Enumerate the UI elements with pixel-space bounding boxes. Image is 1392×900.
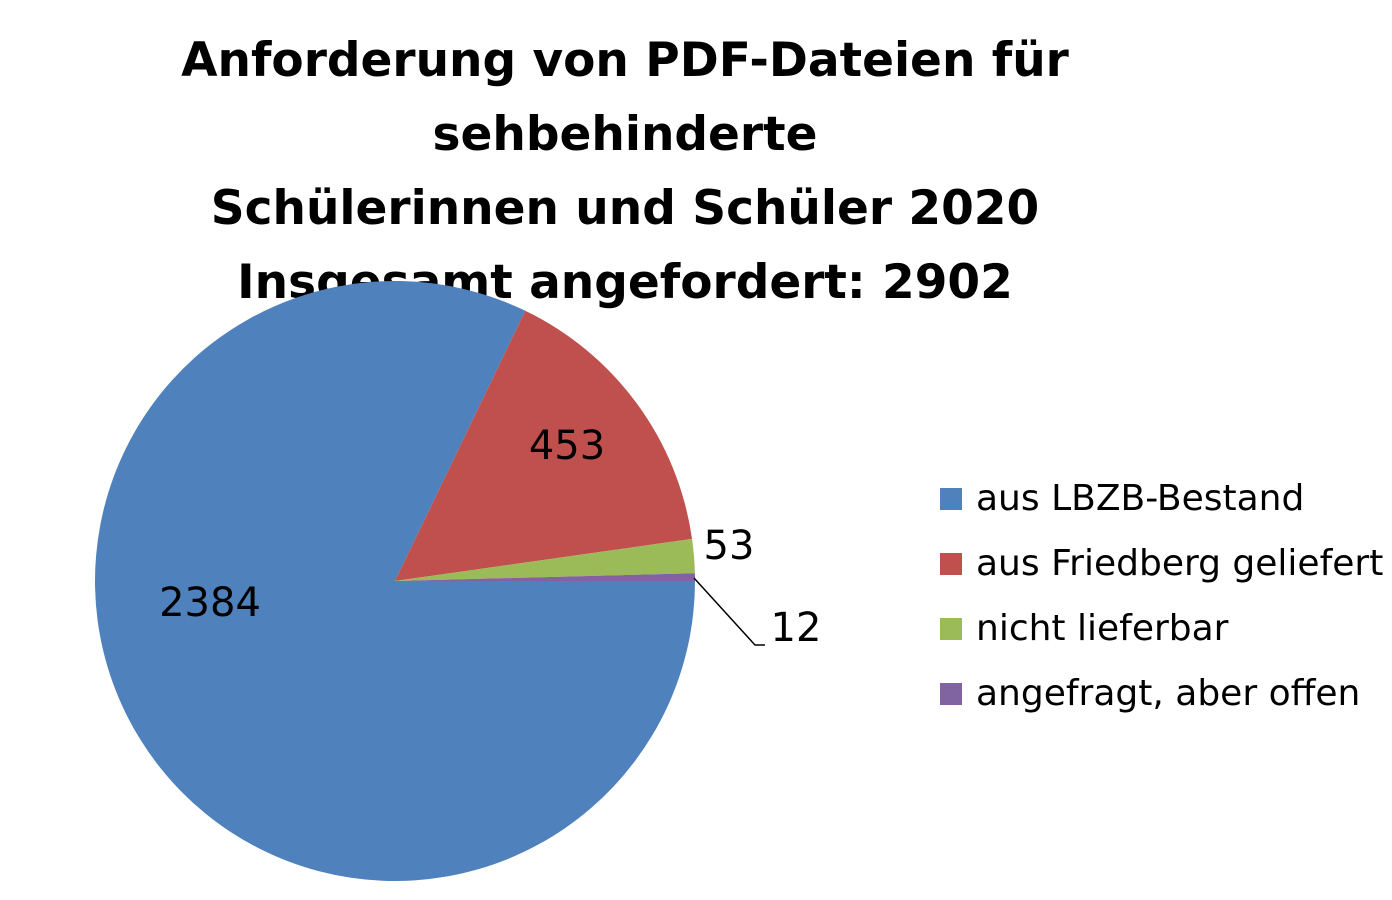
title-line-2: Schülerinnen und Schüler 2020: [210, 181, 1040, 236]
legend-label: nicht lieferbar: [976, 608, 1229, 649]
legend-item: aus Friedberg geliefert: [940, 531, 1383, 596]
data-label: 53: [704, 523, 755, 569]
data-label: 453: [529, 423, 605, 469]
data-label: 2384: [159, 580, 261, 626]
legend-item: nicht lieferbar: [940, 596, 1383, 661]
pie-slice: [395, 538, 695, 581]
legend: aus LBZB-Bestand aus Friedberg geliefert…: [940, 466, 1383, 726]
legend-swatch: [940, 617, 962, 640]
pie-slice: [395, 310, 693, 581]
legend-item: aus LBZB-Bestand: [940, 466, 1383, 531]
legend-swatch: [940, 487, 962, 510]
legend-swatch: [940, 682, 962, 705]
title-line-1: Anforderung von PDF-Dateien für sehbehin…: [181, 33, 1069, 162]
legend-label: angefragt, aber offen: [976, 673, 1361, 714]
legend-label: aus LBZB-Bestand: [976, 478, 1305, 519]
legend-label: aus Friedberg geliefert: [976, 543, 1384, 584]
pie-slice: [95, 281, 695, 882]
leader-line: [693, 577, 765, 646]
legend-swatch: [940, 552, 962, 575]
legend-item: angefragt, aber offen: [940, 661, 1383, 726]
pie-slice: [395, 573, 695, 581]
data-label: 12: [771, 605, 822, 651]
